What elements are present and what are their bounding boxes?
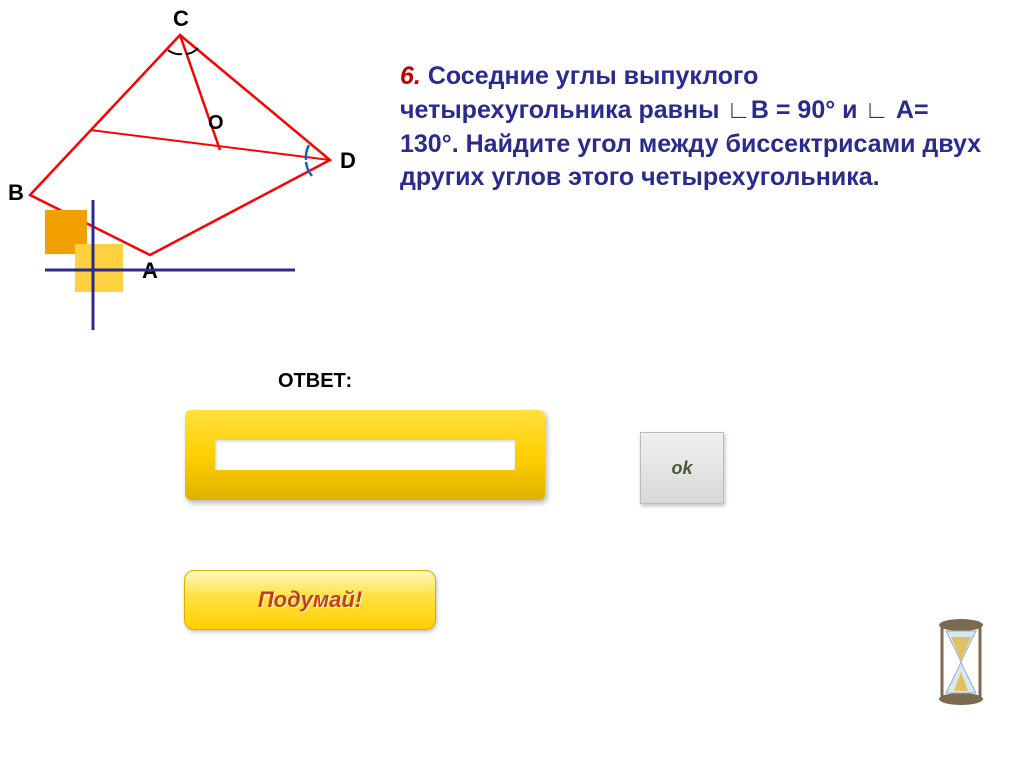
think-button[interactable]: Подумай! xyxy=(184,570,436,630)
ok-button-label: ok xyxy=(671,458,692,479)
problem-number: 6. xyxy=(400,62,421,90)
problem-angle-b: ∟В = 90° xyxy=(726,96,835,124)
problem-part1: Соседние углы выпуклого четырехугольника… xyxy=(400,62,758,124)
hg-top xyxy=(939,619,983,631)
slide: C B D A O 6. Соседние углы выпуклого чет… xyxy=(0,0,1024,767)
hg-bottom xyxy=(939,693,983,705)
problem-part2: и xyxy=(835,96,864,124)
vertex-d-label: D xyxy=(340,148,356,174)
answer-input[interactable] xyxy=(215,440,515,470)
ok-button[interactable]: ok xyxy=(640,432,724,504)
answer-box xyxy=(185,410,545,500)
problem-text: 6. Соседние углы выпуклого четырехугольн… xyxy=(400,60,990,195)
hg-sand-top xyxy=(951,637,971,662)
problem-part3: . Найдите угол между биссектрисами двух … xyxy=(400,130,981,192)
think-button-label: Подумай! xyxy=(258,587,362,613)
answer-label: ОТВЕТ: xyxy=(278,370,352,393)
angle-arc-c2 xyxy=(186,48,198,54)
vertex-o-label: O xyxy=(208,112,224,135)
vertex-b-label: B xyxy=(8,180,24,206)
decor-square-yellow xyxy=(75,244,123,292)
angle-arc-c1 xyxy=(168,50,182,54)
hourglass-icon xyxy=(934,617,989,707)
axis-decoration xyxy=(45,200,305,345)
vertex-c-label: C xyxy=(173,6,189,32)
